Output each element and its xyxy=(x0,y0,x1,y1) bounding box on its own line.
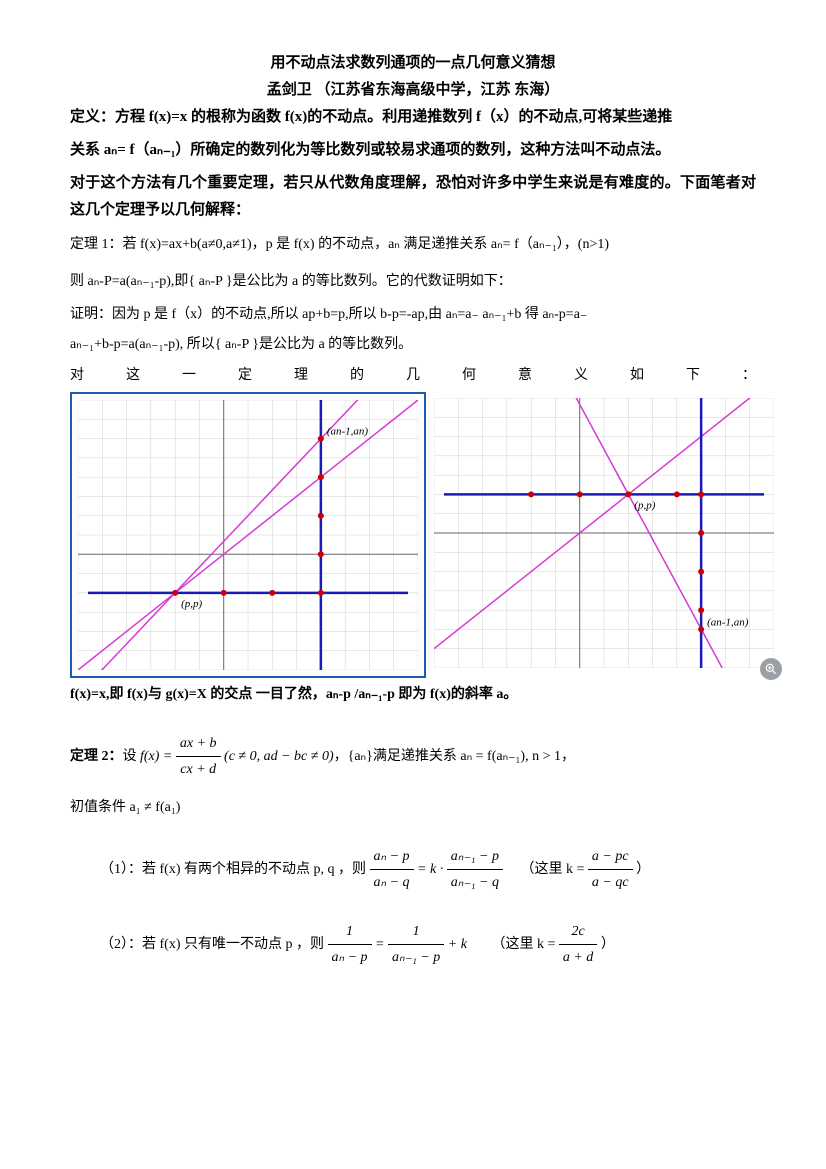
theorem-1b: 则 aₙ-P=a(aₙ₋₁-p),即{ aₙ-P }是公比为 a 的等比数列。它… xyxy=(70,269,756,294)
case-2-eq: = xyxy=(375,937,388,952)
svg-text:(an-1,an): (an-1,an) xyxy=(707,616,749,628)
geom-label-char: 这 xyxy=(126,363,140,388)
case-1-rhs: aₙ₋₁ − paₙ₋₁ − q xyxy=(447,844,503,895)
author: 孟剑卫 （江苏省东海高级中学，江苏 东海） xyxy=(70,77,756,104)
svg-text:(p,p): (p,p) xyxy=(181,598,202,610)
theorem-2-prefix: 定理 2： xyxy=(70,749,123,764)
theorem-2-init: 初值条件 a₁ ≠ f(a₁) xyxy=(70,795,756,820)
geom-label-char: 对 xyxy=(70,363,84,388)
theorem-2-frac: ax + bcx + d xyxy=(176,731,221,782)
theorem-2-set: 设 xyxy=(123,749,137,764)
geom-label-char: 几 xyxy=(406,363,420,388)
geom-label-char: 理 xyxy=(294,363,308,388)
charts-row: (an-1,an) (p,p) (an-1,an) (p,p) xyxy=(70,392,756,678)
theorem-2-cond: (c ≠ 0, ad − bc ≠ 0) xyxy=(224,749,334,764)
geom-label-char: 义 xyxy=(574,363,588,388)
page-title: 用不动点法求数列通项的一点几何意义猜想 xyxy=(70,50,756,77)
case-2-close: ） xyxy=(601,937,615,952)
theorem-1: 定理 1：若 f(x)=ax+b(a≠0,a≠1)，p 是 f(x) 的不动点，… xyxy=(70,232,756,257)
geom-label-char: 的 xyxy=(350,363,364,388)
case-2-prefix: （2）：若 f(x) 只有唯一不动点 p ，则 xyxy=(100,937,324,952)
geom-label-char: 一 xyxy=(182,363,196,388)
case-1-k: a − pca − qc xyxy=(588,844,633,895)
svg-text:(p,p): (p,p) xyxy=(634,499,655,511)
proof-line1: 证明：因为 p 是 f（x）的不动点,所以 ap+b=p,所以 b-p=-ap,… xyxy=(70,302,756,327)
theorem-2-mid: ，{aₙ}满足递推关系 aₙ = f(aₙ₋₁), n > 1， xyxy=(334,749,575,764)
case-2-lhs: 1aₙ − p xyxy=(328,919,372,970)
case-1: （1）：若 f(x) 有两个相异的不动点 p, q ，则 aₙ − paₙ − … xyxy=(70,844,756,895)
case-1-where: （这里 k = xyxy=(521,862,588,877)
chart-caption: f(x)=x,即 f(x)与 g(x)=X 的交点 一目了然，aₙ-p /aₙ₋… xyxy=(70,682,756,707)
geom-label-char: 如 xyxy=(630,363,644,388)
definition-line2: 关系 aₙ= f（aₙ₋₁）所确定的数列化为等比数列或较易求通项的数列，这种方法… xyxy=(70,137,756,164)
geom-label-char: 何 xyxy=(462,363,476,388)
geometry-meaning-label: 对 这 一 定 理 的 几 何 意 义 如 下 ： xyxy=(70,363,756,388)
zoom-icon[interactable] xyxy=(760,658,782,680)
case-1-eq: = k · xyxy=(417,862,447,877)
case-2: （2）：若 f(x) 只有唯一不动点 p ，则 1aₙ − p = 1aₙ₋₁ … xyxy=(70,919,756,970)
theorem-2-eq: f(x) = xyxy=(137,749,176,764)
geom-label-char: 定 xyxy=(238,363,252,388)
svg-text:(an-1,an): (an-1,an) xyxy=(327,426,369,438)
case-2-plus: + k xyxy=(448,937,467,952)
case-1-close: ） xyxy=(636,862,650,877)
proof-line2: aₙ₋₁+b-p=a(aₙ₋₁-p), 所以{ aₙ-P }是公比为 a 的等比… xyxy=(70,332,756,357)
definition-line1: 定义：方程 f(x)=x 的根称为函数 f(x)的不动点。利用递推数列 f（x）… xyxy=(70,104,756,131)
geom-label-char: ： xyxy=(742,363,756,388)
case-1-prefix: （1）：若 f(x) 有两个相异的不动点 p, q ，则 xyxy=(100,862,366,877)
intro-paragraph: 对于这个方法有几个重要定理，若只从代数角度理解，恐怕对许多中学生来说是有难度的。… xyxy=(70,170,756,224)
case-1-lhs: aₙ − paₙ − q xyxy=(370,844,414,895)
geom-label-char: 意 xyxy=(518,363,532,388)
case-2-where: （这里 k = xyxy=(491,937,558,952)
geom-label-char: 下 xyxy=(686,363,700,388)
case-2-rhs: 1aₙ₋₁ − p xyxy=(388,919,444,970)
case-2-k: 2ca + d xyxy=(559,919,597,970)
theorem-2: 定理 2：设 f(x) = ax + bcx + d (c ≠ 0, ad − … xyxy=(70,731,756,820)
chart-left: (an-1,an) (p,p) xyxy=(70,392,426,678)
chart-right: (an-1,an) (p,p) xyxy=(428,392,780,678)
